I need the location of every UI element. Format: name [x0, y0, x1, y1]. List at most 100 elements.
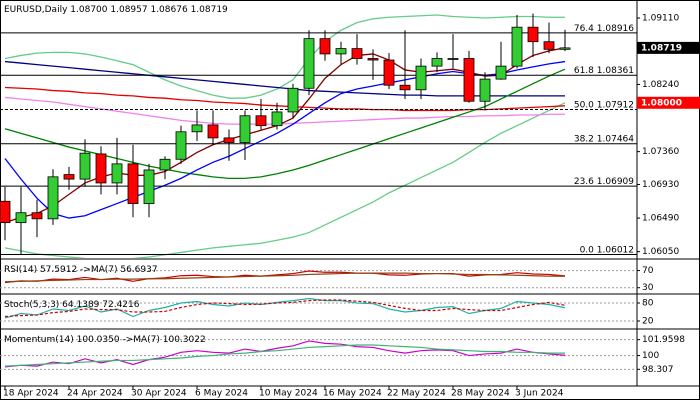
header-value: 1.08700: [70, 5, 107, 15]
header-value: 1.08676: [150, 5, 187, 15]
fib-price: 1.08916: [597, 23, 634, 33]
candle-body: [31, 212, 43, 220]
plot-area: [4, 340, 566, 368]
candle-body: [111, 163, 123, 184]
candle-body: [159, 158, 171, 171]
candle-body: [15, 212, 27, 224]
indicator-line: [4, 272, 566, 283]
candle-body: [239, 115, 251, 143]
fib-price: 1.08361: [597, 66, 634, 76]
y-tick-label: 1.06490: [642, 214, 679, 224]
candle-body: [127, 163, 139, 204]
candle-body: [255, 115, 267, 127]
fib-price: 1.07912: [597, 100, 634, 110]
candle-body: [463, 58, 475, 102]
fib-level: 23.6: [574, 177, 594, 187]
candle-body: [79, 152, 91, 180]
title: EURUSD,Daily: [4, 5, 68, 15]
title: RSI(14) 57.5912 ->MA(7) 56.6937: [4, 265, 158, 275]
candle-body: [511, 26, 523, 67]
candle-body: [415, 65, 427, 91]
candle-body: [143, 169, 155, 204]
indicator-line: [4, 14, 565, 99]
indicator-line: [4, 102, 566, 258]
y-tick-label: 80: [642, 299, 654, 309]
x-tick-label: 18 Apr 2024: [3, 389, 59, 399]
indicator-line: [4, 299, 566, 318]
fib-label: 0.0 1.06012: [580, 245, 634, 255]
y-tick-label: 1.07360: [642, 147, 679, 157]
fib-label: 38.2 1.07464: [574, 134, 634, 144]
last-price-box: [637, 41, 700, 54]
x-tick-label: 10 May 2024: [259, 389, 318, 399]
panel-title: Stoch(5,3,3) 64.1389 72.4216: [4, 300, 140, 310]
y-tick-label: 30: [642, 283, 654, 293]
x-tick-label: 22 May 2024: [387, 389, 446, 399]
candle-body: [191, 124, 203, 133]
candle-body: [271, 111, 283, 127]
x-tick-label: 24 Apr 2024: [67, 389, 123, 399]
candle-body: [175, 131, 187, 160]
fib-label: 76.4 1.08916: [574, 23, 634, 33]
fib-label: 61.8 1.08361: [574, 66, 634, 76]
header-value: 1.08719: [191, 5, 228, 15]
candle-body: [367, 58, 379, 61]
candle-body: [0, 200, 11, 224]
fib-level: 50.0: [574, 100, 594, 110]
last-price-label: 1.08719: [641, 43, 682, 53]
fib-price: 1.06909: [597, 177, 634, 187]
candle-body: [303, 38, 315, 89]
y-tick-label: 20: [642, 317, 654, 327]
x-tick-label: 28 May 2024: [451, 389, 510, 399]
candle-body: [287, 87, 299, 113]
candle-body: [543, 41, 555, 50]
title: Stoch(5,3,3) 64.1389 72.4216: [4, 300, 140, 310]
candle-body: [47, 176, 59, 220]
y-tick-label: 70: [642, 266, 654, 276]
panel-title: RSI(14) 57.5912 ->MA(7) 56.6937: [4, 265, 158, 275]
fib-level: 76.4: [574, 23, 594, 33]
candle-body: [335, 48, 347, 55]
indicator-line: [4, 96, 565, 125]
fib-level: 38.2: [574, 134, 594, 144]
plot-area: [4, 297, 566, 319]
candle-body: [351, 48, 363, 59]
candle-body: [495, 65, 507, 80]
candle-body: [431, 58, 443, 67]
y-tick-label: 1.08240: [642, 80, 679, 90]
y-tick-label: 101.9598: [642, 335, 685, 345]
indicator-line: [4, 344, 566, 367]
title: Momentum(14) 100.0350 ->MA(7) 100.3022: [4, 335, 206, 345]
candle-body: [319, 38, 331, 55]
fib-level: 61.8: [574, 66, 594, 76]
candle-body: [479, 78, 491, 102]
candle-body: [95, 153, 107, 184]
y-tick-label: 1.09110: [642, 14, 679, 24]
alert-box: [637, 96, 700, 109]
fib-price: 1.07464: [597, 134, 634, 144]
candle-body: [207, 124, 219, 139]
y-tick-label: 1.06930: [642, 180, 679, 190]
candle-body: [527, 26, 539, 43]
header-value: 1.08957: [110, 5, 147, 15]
fib-price: 1.06012: [597, 245, 634, 255]
plot-area: [4, 270, 566, 284]
fib-level: 0.0: [580, 245, 595, 255]
alert-label: 1.08000: [641, 98, 682, 108]
candle-body: [559, 47, 571, 50]
panel-title: EURUSD,Daily 1.08700 1.08957 1.08676 1.0…: [4, 5, 228, 15]
x-tick-label: 30 Apr 2024: [131, 389, 187, 399]
candle-body: [447, 58, 459, 60]
y-tick-label: 98.307: [642, 365, 674, 375]
y-tick-label: 100: [642, 351, 659, 361]
indicator-line: [4, 297, 566, 319]
fib-label: 50.0 1.07912: [574, 100, 634, 110]
x-tick-label: 3 Jun 2024: [515, 389, 564, 399]
indicator-line: [4, 340, 566, 368]
panel-title: Momentum(14) 100.0350 ->MA(7) 100.3022: [4, 335, 206, 345]
candle-body: [63, 174, 75, 180]
candle-body: [399, 84, 411, 91]
candle-body: [223, 137, 235, 143]
x-tick-label: 16 May 2024: [323, 389, 382, 399]
